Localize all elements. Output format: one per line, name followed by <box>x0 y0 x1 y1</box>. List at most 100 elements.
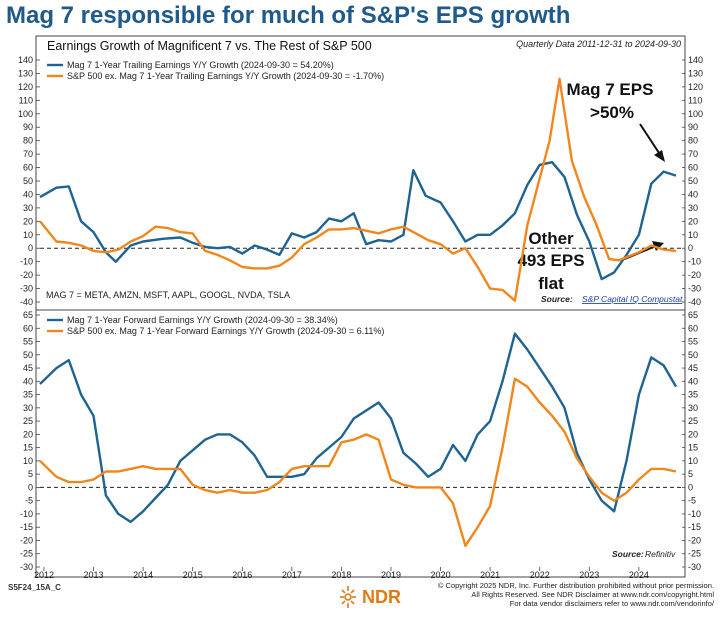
bottom-ytick-right: 40 <box>688 376 698 386</box>
xtick-label: 2023 <box>579 570 599 580</box>
annotation-mag7-line2: >50% <box>590 103 634 122</box>
top-ytick-right: 130 <box>688 68 703 78</box>
top-source-label: Source: <box>541 294 573 304</box>
bottom-legend-label: S&P 500 ex. Mag 7 1-Year Forward Earning… <box>67 326 384 336</box>
top-ytick-left: 120 <box>18 82 33 92</box>
top-ytick-left: -40 <box>20 297 33 307</box>
bottom-ytick-right: 20 <box>688 429 698 439</box>
top-ytick-left: 10 <box>23 230 33 240</box>
headline: Mag 7 responsible for much of S&P's EPS … <box>6 2 571 29</box>
bottom-ytick-right: 50 <box>688 350 698 360</box>
top-ytick-right: 140 <box>688 55 703 65</box>
bottom-ytick-left: -25 <box>20 549 33 559</box>
bottom-ytick-right: -5 <box>688 496 696 506</box>
top-ytick-right: 40 <box>688 189 698 199</box>
top-ytick-left: 40 <box>23 189 33 199</box>
bottom-ytick-right: -15 <box>688 522 701 532</box>
annotation-other-line1: Other <box>528 229 574 248</box>
xtick-label: 2021 <box>480 570 500 580</box>
bottom-ytick-left: 15 <box>23 443 33 453</box>
top-ytick-right: 50 <box>688 176 698 186</box>
bottom-ytick-left: 10 <box>23 456 33 466</box>
top-ytick-right: 90 <box>688 122 698 132</box>
top-ytick-right: -40 <box>688 297 701 307</box>
bottom-ytick-right: 15 <box>688 443 698 453</box>
top-ytick-left: 140 <box>18 55 33 65</box>
bottom-source: Refinitiv <box>645 549 676 559</box>
top-ytick-left: 90 <box>23 122 33 132</box>
top-ytick-left: 60 <box>23 163 33 173</box>
ndr-brand: NDR <box>362 586 401 607</box>
mag7-note: MAG 7 = META, AMZN, MSFT, AAPL, GOOGL, N… <box>46 290 290 300</box>
xtick-label: 2022 <box>530 570 550 580</box>
chart-frame <box>35 35 686 578</box>
top-ytick-right: 110 <box>688 95 702 105</box>
top-ytick-left: 50 <box>23 176 33 186</box>
xtick-label: 2013 <box>84 570 104 580</box>
top-series-mag7-line <box>39 161 677 281</box>
bottom-ytick-right: 65 <box>688 310 698 320</box>
bottom-ytick-left: 55 <box>23 337 33 347</box>
bottom-series-sp493-line <box>39 377 677 547</box>
top-ytick-left: 70 <box>23 149 33 159</box>
bottom-series-mag7-line <box>39 332 678 524</box>
bottom-ytick-right: 45 <box>688 363 698 373</box>
top-ytick-left: 80 <box>23 136 33 146</box>
bottom-ytick-right: 0 <box>688 482 693 492</box>
top-ytick-right: 120 <box>688 82 703 92</box>
annotation-other-line2: 493 EPS <box>517 251 584 270</box>
xtick-label: 2024 <box>629 570 649 580</box>
chart-code: S5F24_15A_C <box>8 583 61 592</box>
top-ytick-left: -20 <box>20 270 33 280</box>
bottom-ytick-left: -15 <box>20 522 33 532</box>
bottom-ytick-right: 35 <box>688 390 698 400</box>
top-ytick-left: 110 <box>19 95 33 105</box>
bottom-ytick-right: 60 <box>688 323 698 333</box>
footer-line-vendor: For data vendor disclaimers refer to www… <box>509 599 714 608</box>
bottom-ytick-right: 30 <box>688 403 698 413</box>
top-series-sp493-line <box>39 77 677 302</box>
top-ytick-left: -30 <box>20 284 33 294</box>
top-ytick-right: 100 <box>688 109 703 119</box>
footer-line-copyright: © Copyright 2025 NDR, Inc. Further distr… <box>437 581 714 590</box>
top-ytick-left: -10 <box>20 257 33 267</box>
top-ytick-left: 130 <box>18 68 33 78</box>
xtick-label: 2015 <box>183 570 203 580</box>
xtick-label: 2016 <box>232 570 252 580</box>
annotation-other-line3: flat <box>538 274 564 293</box>
annotation-other-arrowhead <box>652 241 664 251</box>
bottom-ytick-left: 50 <box>23 350 33 360</box>
top-ytick-left: 100 <box>18 109 33 119</box>
bottom-ytick-right: 25 <box>688 416 698 426</box>
bottom-ytick-right: -25 <box>688 549 701 559</box>
footer-line-rights: All Rights Reserved. See NDR Disclaimer … <box>471 590 714 599</box>
bottom-ytick-left: 45 <box>23 363 33 373</box>
bottom-ytick-left: 5 <box>28 469 33 479</box>
bottom-ytick-left: 60 <box>23 323 33 333</box>
top-legend-label: Mag 7 1-Year Trailing Earnings Y/Y Growt… <box>67 60 334 70</box>
xtick-label: 2019 <box>381 570 401 580</box>
date-range: Quarterly Data 2011-12-31 to 2024-09-30 <box>516 39 681 49</box>
ndr-logo: NDR <box>338 584 401 610</box>
top-ytick-left: 20 <box>23 216 33 226</box>
footer-disclaimer: © Copyright 2025 NDR, Inc. Further distr… <box>438 581 714 608</box>
top-source[interactable]: S&P Capital IQ Compustat <box>582 294 683 304</box>
top-ytick-right: -10 <box>688 257 701 267</box>
annotation-mag7-arrowhead <box>654 150 665 162</box>
ndr-sun-icon <box>340 586 356 608</box>
bottom-ytick-left: 65 <box>23 310 33 320</box>
annotation-mag7-arrow <box>639 123 662 157</box>
bottom-ytick-left: -10 <box>20 509 33 519</box>
xtick-label: 2018 <box>331 570 351 580</box>
top-ytick-right: 70 <box>688 149 698 159</box>
annotation-mag7-line1: Mag 7 EPS <box>567 80 654 99</box>
top-ytick-left: 0 <box>28 243 33 253</box>
xtick-label: 2014 <box>133 570 153 580</box>
bottom-ytick-left: 40 <box>23 376 33 386</box>
bottom-ytick-right: 5 <box>688 469 693 479</box>
bottom-ytick-left: -30 <box>20 562 33 572</box>
bottom-ytick-left: 0 <box>28 482 33 492</box>
